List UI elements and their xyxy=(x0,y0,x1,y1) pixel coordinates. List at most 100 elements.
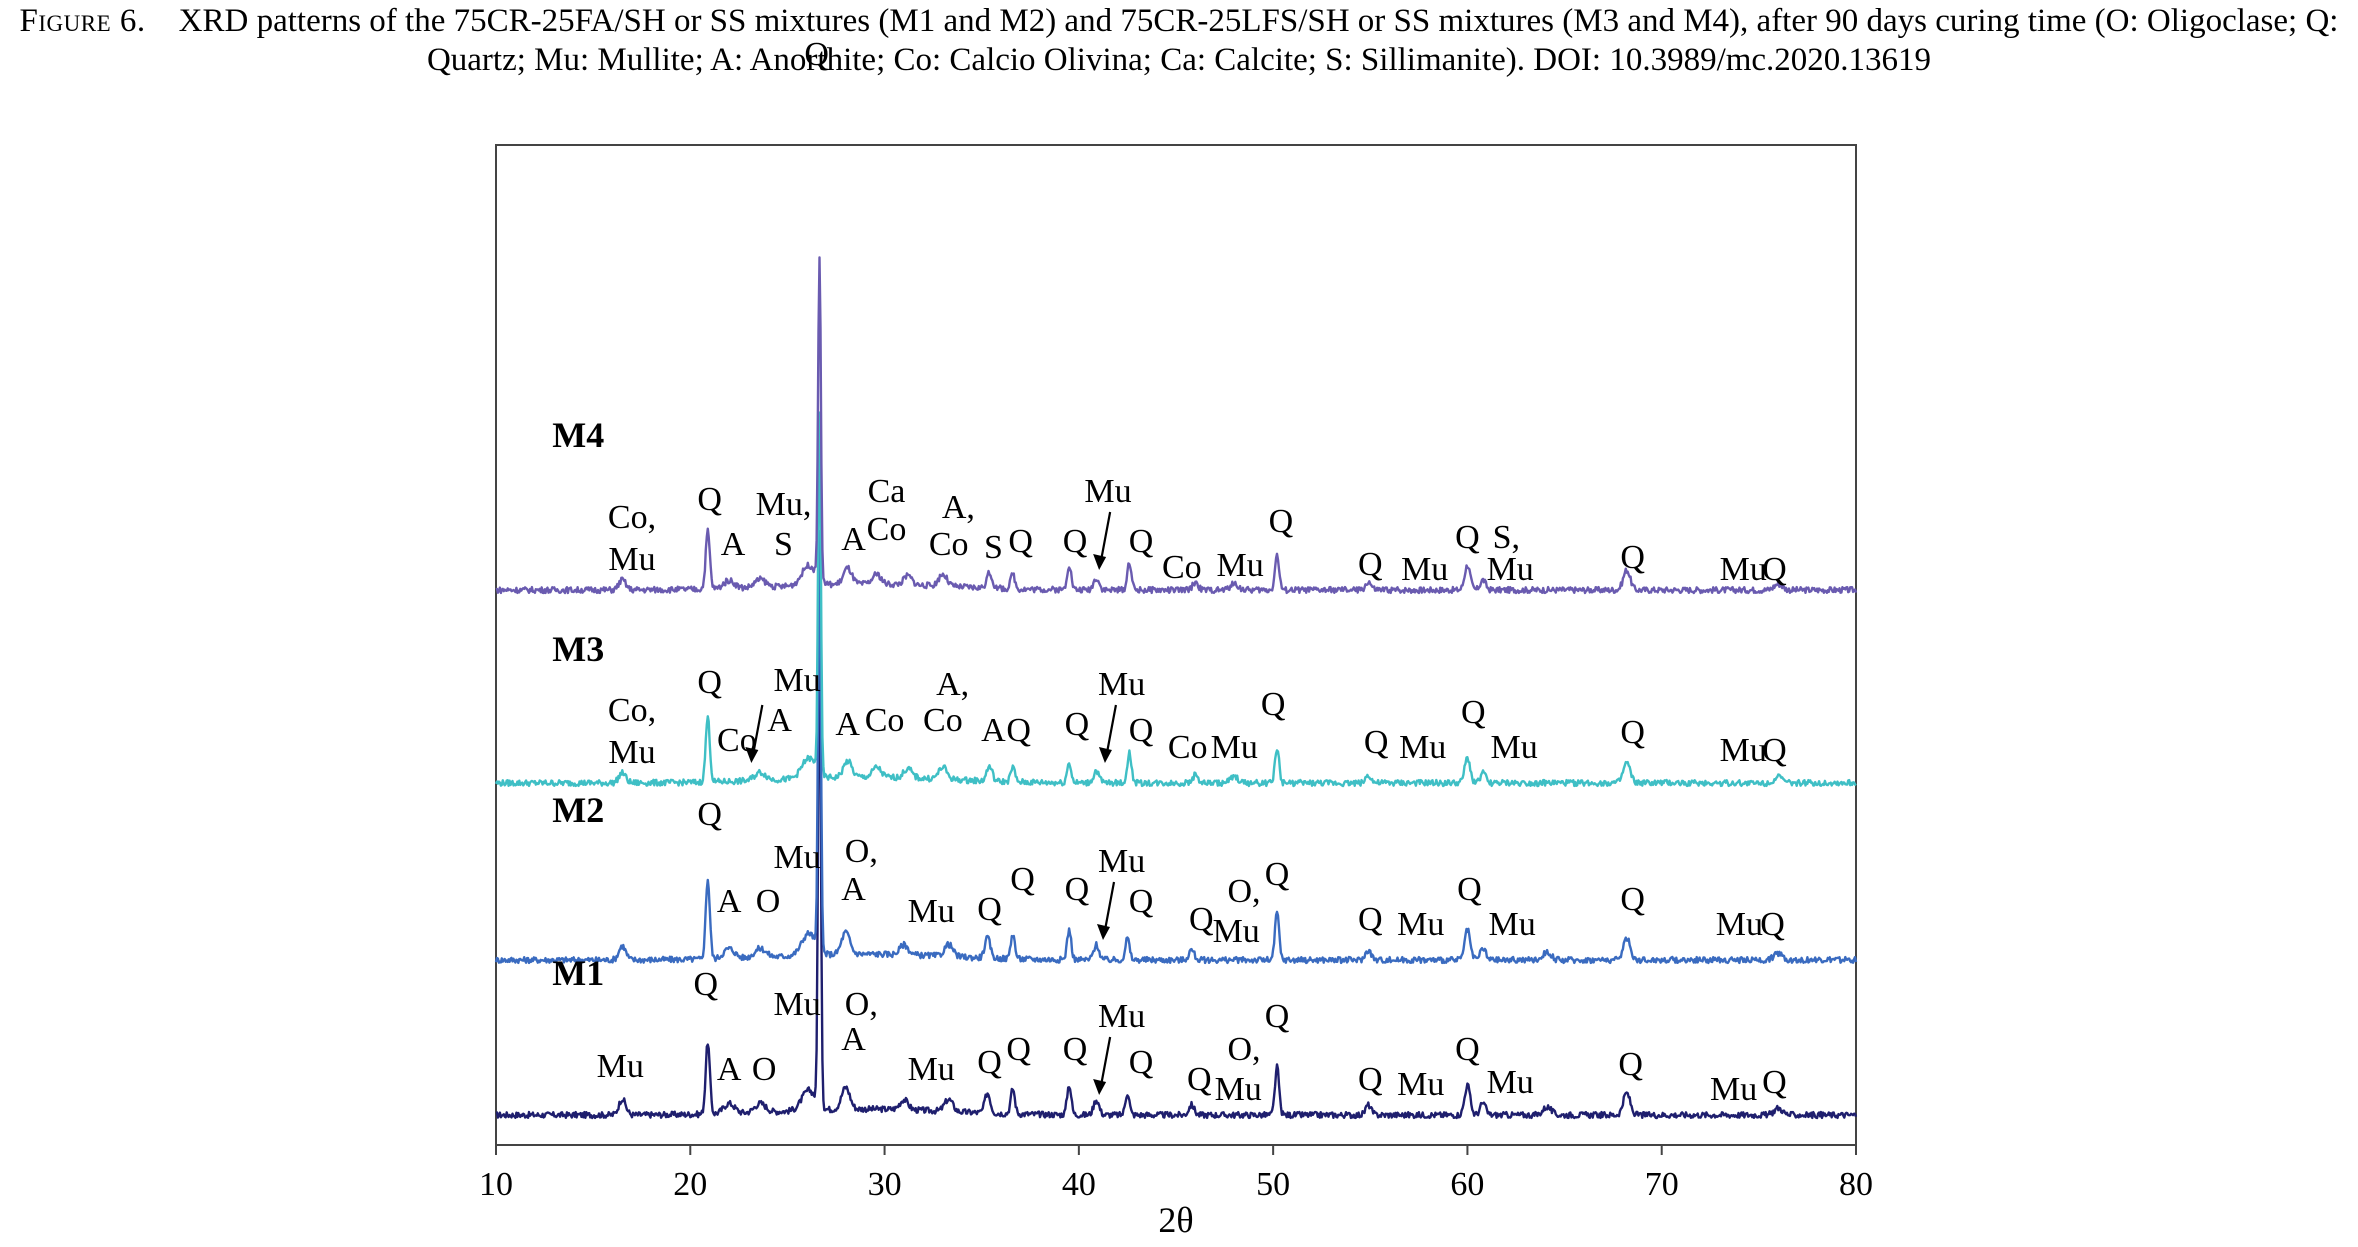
phase-label: Q xyxy=(1008,523,1033,560)
phase-label: Q xyxy=(1006,1031,1031,1068)
phase-label: Q xyxy=(1620,539,1645,576)
phase-label: Q xyxy=(1455,1031,1480,1068)
phase-label: Mu xyxy=(1401,551,1448,588)
pointer-arrow xyxy=(745,704,764,763)
phase-label: Co, xyxy=(608,499,656,536)
phase-label: Q xyxy=(1269,503,1294,540)
phase-label: Q xyxy=(1620,714,1645,751)
phase-label: Q xyxy=(1358,901,1383,938)
phase-label: O xyxy=(756,883,781,920)
phase-label: O, xyxy=(845,986,878,1023)
phase-label: Mu xyxy=(1098,666,1145,703)
phase-label: A xyxy=(841,521,866,558)
phase-label: S xyxy=(984,529,1003,566)
phase-label: Mu xyxy=(608,541,655,578)
phase-label: Q xyxy=(694,966,719,1003)
phase-label: Q xyxy=(1129,523,1154,560)
x-tick-label: 30 xyxy=(868,1166,902,1203)
series-line-m4 xyxy=(495,256,1858,595)
phase-label: Mu xyxy=(1098,843,1145,880)
phase-label: Q xyxy=(1358,546,1383,583)
phase-label: Mu xyxy=(1710,1071,1757,1108)
phase-label: Mu xyxy=(1716,906,1763,943)
phase-label: Q xyxy=(1187,1061,1212,1098)
phase-label: Co xyxy=(867,511,907,548)
phase-label: Q xyxy=(697,664,722,701)
phase-label: Mu xyxy=(608,734,655,771)
phase-label: Mu xyxy=(597,1048,644,1085)
phase-label: Q xyxy=(1129,712,1154,749)
phase-label: Q xyxy=(1461,694,1486,731)
phase-label: Q xyxy=(1364,724,1389,761)
phase-label: Mu xyxy=(1215,1071,1262,1108)
pointer-arrow xyxy=(1093,1036,1112,1095)
phase-label: Mu xyxy=(773,986,820,1023)
x-tick-label: 70 xyxy=(1645,1166,1679,1203)
phase-label: Mu xyxy=(908,1051,955,1088)
phase-label: Mu xyxy=(1488,906,1535,943)
phase-label: Mu, xyxy=(756,486,812,523)
x-axis-label: 2θ xyxy=(1158,1200,1193,1240)
x-tick-label: 20 xyxy=(673,1166,707,1203)
phase-label: Co xyxy=(923,702,963,739)
phase-label: O, xyxy=(1227,1031,1260,1068)
x-tick-label: 50 xyxy=(1256,1166,1290,1203)
pointer-arrow xyxy=(1097,881,1116,940)
phase-label: A xyxy=(721,526,746,563)
phase-label: Mu xyxy=(1397,1066,1444,1103)
phase-label: A, xyxy=(936,666,969,703)
phase-label: Q xyxy=(1455,519,1480,556)
phase-label: Mu xyxy=(1487,1064,1534,1101)
phase-label: Q xyxy=(697,481,722,518)
phase-label: Q xyxy=(1762,551,1787,588)
pointer-arrow xyxy=(1098,704,1118,763)
phase-label: Q xyxy=(1760,906,1785,943)
x-tick-label: 10 xyxy=(479,1166,513,1203)
phase-label: Co, xyxy=(608,692,656,729)
phase-label: Mu xyxy=(1216,547,1263,584)
series-label-m2: M2 xyxy=(552,790,604,830)
phase-label: Q xyxy=(1065,706,1090,743)
phase-label: Q xyxy=(1358,1061,1383,1098)
plot-frame xyxy=(495,144,1857,1146)
figure-caption: Figure 6. XRD patterns of the 75CR-25FA/… xyxy=(0,2,2358,80)
phase-label: Q xyxy=(977,891,1002,928)
phase-label: A xyxy=(717,1051,742,1088)
series-line-m2 xyxy=(494,530,1858,965)
phase-label: Co xyxy=(1162,549,1202,586)
phase-label: Mu xyxy=(1487,551,1534,588)
phase-label: Q xyxy=(1189,901,1214,938)
phase-label: Q xyxy=(1063,523,1088,560)
phase-label: Q xyxy=(804,36,829,73)
phase-label: A xyxy=(841,871,866,908)
phase-label: Q xyxy=(1006,712,1031,749)
phase-label: Mu xyxy=(1084,473,1131,510)
phase-label: A xyxy=(717,883,742,920)
x-tick-label: 80 xyxy=(1839,1166,1873,1203)
x-tick-label: 40 xyxy=(1062,1166,1096,1203)
phase-label: Q xyxy=(1457,871,1482,908)
phase-label: Co xyxy=(929,526,969,563)
series-layer xyxy=(494,256,1858,1120)
phase-label: Q xyxy=(1129,1044,1154,1081)
phase-label: O xyxy=(752,1051,777,1088)
series-label-m4: M4 xyxy=(552,415,604,455)
phase-label: A xyxy=(981,712,1006,749)
series-line-m3 xyxy=(494,411,1857,788)
phase-label: Co xyxy=(865,702,905,739)
phase-label: Q xyxy=(1762,732,1787,769)
pointer-arrow xyxy=(1093,511,1112,570)
phase-label: Mu xyxy=(773,839,820,876)
phase-label: Mu xyxy=(1720,551,1767,588)
phase-label: O, xyxy=(845,833,878,870)
phase-label: Mu xyxy=(773,662,820,699)
phase-label: Q xyxy=(1261,686,1286,723)
phase-label: Q xyxy=(1010,861,1035,898)
phase-label: Q xyxy=(1620,881,1645,918)
phase-label: Q xyxy=(1618,1046,1643,1083)
phase-label: Mu xyxy=(1397,906,1444,943)
caption-text: XRD patterns of the 75CR-25FA/SH or SS m… xyxy=(178,3,2339,78)
phase-label: Q xyxy=(1265,998,1290,1035)
